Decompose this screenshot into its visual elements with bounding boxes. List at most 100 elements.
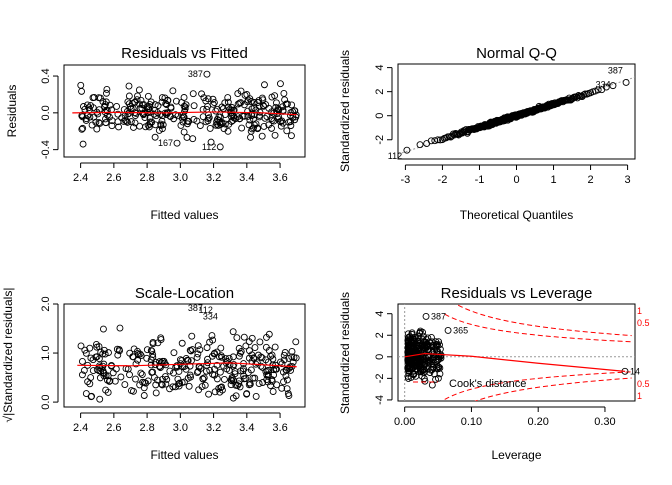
data-point — [228, 375, 236, 383]
data-point — [95, 355, 103, 363]
data-point — [260, 122, 268, 130]
data-point — [100, 346, 108, 354]
data-point — [102, 115, 109, 123]
data-point — [150, 110, 158, 118]
x-tick-label: 3.4 — [239, 172, 254, 184]
x-tick-label: 3.2 — [206, 422, 221, 434]
data-point — [157, 121, 165, 129]
data-point — [255, 380, 263, 388]
data-point — [95, 119, 103, 126]
x-tick-label: 2.8 — [139, 422, 154, 434]
data-point — [101, 102, 109, 110]
data-point — [88, 392, 96, 400]
cooks-contour-1 — [455, 304, 632, 337]
data-point — [80, 366, 88, 374]
data-point — [251, 344, 259, 351]
data-point — [163, 375, 171, 383]
point-label: 112 — [388, 151, 402, 161]
y-tick-label: -2 — [374, 373, 386, 383]
data-point — [201, 381, 209, 389]
cooks-contour-label: 0.5 — [637, 318, 650, 328]
data-point — [229, 394, 237, 402]
data-point — [276, 80, 284, 88]
data-point — [99, 362, 107, 370]
data-point — [190, 102, 198, 110]
data-point — [436, 136, 444, 144]
data-point — [202, 367, 210, 375]
data-point — [87, 374, 95, 382]
data-point — [172, 97, 180, 105]
y-tick-label: 0 — [374, 354, 386, 360]
data-point — [263, 333, 270, 341]
data-point — [287, 122, 295, 130]
data-point — [213, 375, 221, 383]
point-label: 112 — [199, 305, 213, 315]
data-point — [183, 134, 191, 141]
data-point — [227, 376, 235, 384]
y-axis: -4 -2 0 2 4 — [374, 311, 393, 405]
x-tick-label: 0.00 — [394, 416, 415, 428]
data-point — [138, 101, 146, 109]
data-point — [86, 344, 94, 352]
data-point — [254, 125, 262, 133]
data-point — [431, 137, 439, 145]
data-point — [280, 351, 288, 359]
data-point — [273, 107, 281, 115]
data-point — [137, 352, 145, 360]
data-point — [427, 137, 435, 145]
data-point — [208, 332, 216, 340]
data-point — [93, 125, 101, 133]
data-point — [255, 97, 263, 105]
data-point — [424, 334, 432, 342]
data-point — [144, 92, 152, 100]
data-point — [404, 334, 412, 342]
scatter-points — [403, 79, 630, 154]
data-point — [180, 113, 188, 121]
data-point — [280, 356, 288, 364]
data-point — [404, 338, 412, 346]
data-point — [99, 325, 107, 333]
point-label: 387 — [608, 66, 623, 76]
data-point — [403, 146, 411, 154]
data-point — [252, 392, 260, 400]
data-point — [274, 115, 282, 123]
panel-title: Residuals vs Fitted — [121, 45, 248, 62]
data-point — [141, 114, 149, 122]
data-point — [250, 354, 258, 362]
data-point — [240, 372, 248, 380]
data-point — [229, 353, 237, 361]
data-point — [190, 115, 198, 123]
x-tick-label: 2.6 — [106, 172, 121, 184]
data-point — [78, 358, 86, 365]
data-point — [163, 111, 171, 119]
data-point — [79, 124, 87, 132]
data-point — [147, 347, 155, 354]
data-point — [125, 82, 133, 90]
data-point — [267, 352, 275, 360]
y-tick-label: 4 — [374, 311, 386, 317]
x-tick-label: 2.6 — [106, 422, 121, 434]
data-point — [129, 387, 137, 395]
data-point — [419, 328, 427, 336]
data-point — [233, 334, 241, 342]
data-point — [262, 101, 270, 109]
data-point — [154, 339, 162, 347]
x-tick-label: 2.4 — [73, 422, 88, 434]
data-point — [113, 102, 121, 110]
data-point — [209, 95, 217, 103]
data-point — [434, 136, 442, 144]
data-point — [434, 365, 442, 373]
data-point — [268, 108, 276, 116]
data-point — [285, 392, 293, 400]
data-point — [218, 383, 226, 391]
x-axis-label: Theoretical Quantiles — [460, 208, 573, 222]
x-tick-label: -2 — [438, 174, 448, 186]
data-point — [258, 132, 266, 140]
y-axis: -0.4 0.0 0.4 — [40, 68, 59, 159]
data-point — [235, 380, 243, 388]
data-point — [186, 362, 194, 370]
data-point — [178, 379, 186, 387]
x-axis-label: Fitted values — [150, 448, 218, 462]
data-point — [196, 346, 204, 354]
y-tick-label: 0.4 — [40, 68, 52, 83]
